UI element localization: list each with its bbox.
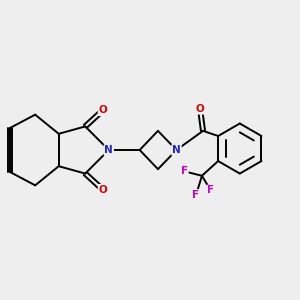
Text: F: F (193, 190, 200, 200)
Text: F: F (207, 185, 214, 196)
Text: N: N (104, 145, 113, 155)
Text: O: O (98, 185, 107, 195)
Text: N: N (172, 145, 181, 155)
Text: O: O (98, 105, 107, 115)
Text: F: F (181, 166, 188, 176)
Text: O: O (196, 104, 204, 114)
